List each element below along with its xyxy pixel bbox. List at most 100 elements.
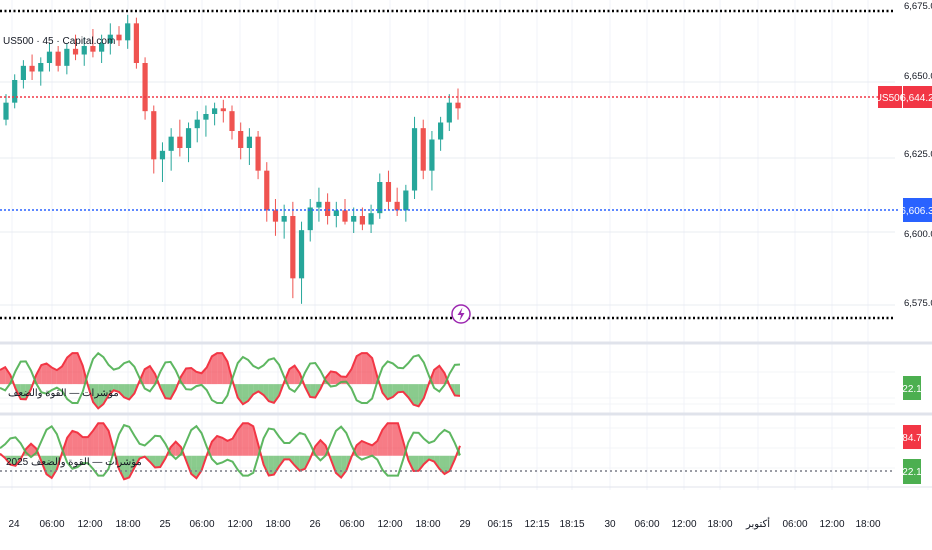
candle-body [168, 136, 174, 151]
indicator-area [392, 384, 398, 398]
indicator-area [418, 384, 424, 407]
time-tick: أكتوبر [745, 517, 770, 530]
indicator-area [129, 384, 135, 400]
candle-body [342, 210, 348, 222]
candle-body [212, 108, 218, 114]
candle-body [403, 190, 409, 211]
candle-body [238, 131, 244, 148]
upper-indicator-pane[interactable] [0, 351, 461, 410]
indicator-area [408, 384, 414, 405]
candle-body [29, 65, 35, 72]
time-tick: 25 [159, 519, 171, 530]
indicator-area [67, 353, 73, 385]
indicator-area [232, 429, 238, 456]
upper-indicator-value-badge [903, 376, 921, 400]
indicator-area [118, 455, 125, 480]
time-tick: 12:00 [671, 519, 696, 530]
candle-body [116, 34, 122, 41]
price-axis[interactable]: 6,675.0 6,650.0 6,625.0 6,600.0 6,575.0 [904, 1, 932, 309]
candle [212, 102, 218, 126]
indicator-area [165, 384, 171, 399]
symbol-title[interactable]: US500 · 45 · Capital.com [3, 36, 115, 47]
candle [220, 99, 226, 123]
candle [151, 105, 157, 174]
time-tick: 18:15 [559, 519, 584, 530]
time-tick: 18:00 [115, 519, 140, 530]
candle [203, 105, 209, 137]
indicator-area [273, 384, 280, 403]
candle-body [12, 80, 18, 103]
indicator-area [418, 455, 424, 471]
price-tick: 6,625.0 [904, 149, 932, 160]
candle [3, 94, 9, 126]
time-tick: 24 [8, 519, 20, 530]
lower-indicator-value-2: 22.1 [902, 467, 922, 478]
candle-body [290, 216, 296, 279]
candle [351, 207, 357, 233]
time-tick: 30 [604, 519, 616, 530]
candle-body [99, 43, 105, 52]
candle-body [220, 108, 226, 112]
line-price-badge[interactable] [903, 198, 932, 222]
time-tick: 26 [309, 519, 321, 530]
indicator-area [5, 367, 11, 385]
indicator-area [397, 423, 404, 456]
indicator-area [382, 423, 388, 456]
indicator-area [377, 429, 383, 456]
indicator-area [103, 423, 109, 456]
candle [325, 193, 331, 225]
indicator-area [56, 366, 63, 385]
time-tick: 18:00 [855, 519, 880, 530]
indicator-area [242, 384, 249, 405]
candle-body [46, 51, 53, 63]
candle-body [316, 201, 322, 208]
indicator-area [268, 455, 274, 476]
indicator-area [129, 455, 135, 478]
symbol-tag-badge[interactable] [878, 86, 902, 108]
indicator-area [439, 365, 445, 385]
time-tick: 12:15 [524, 519, 549, 530]
last-price-badge[interactable] [903, 86, 932, 108]
indicator-area [444, 455, 450, 474]
candle [81, 37, 87, 66]
candle [385, 170, 392, 211]
candle [238, 122, 244, 160]
price-tick: 6,675.0 [904, 1, 932, 12]
price-tick: 6,575.0 [904, 298, 932, 309]
time-tick: 18:00 [265, 519, 290, 530]
time-axis[interactable]: 24 06:00 12:00 18:00 25 06:00 12:00 18:00 26 06:0… [8, 517, 881, 530]
candle-body [394, 201, 400, 211]
indicator-area [196, 455, 202, 479]
time-tick: 12:00 [819, 519, 844, 530]
lightning-glyph [457, 307, 465, 321]
candle-body [455, 102, 461, 109]
candle-body [229, 111, 235, 131]
indicator-line-green [0, 423, 461, 477]
candle [290, 201, 296, 299]
candle [342, 199, 348, 225]
indicator-area [72, 430, 78, 456]
lower-indicator-pane[interactable] [0, 422, 461, 481]
candle [116, 26, 122, 46]
candle-body [142, 63, 148, 112]
candle-body [272, 210, 279, 222]
candle [64, 43, 70, 75]
candle-body [55, 51, 61, 66]
upper-indicator-name[interactable]: مؤشرات — القوة والضعف [8, 388, 119, 399]
candle [359, 207, 365, 231]
indicator-area [248, 423, 254, 456]
time-tick: 06:00 [39, 519, 64, 530]
candle [246, 128, 252, 165]
indicator-area [310, 384, 316, 398]
candle [194, 111, 200, 143]
candle-body [325, 201, 331, 216]
candle-body [20, 65, 26, 80]
indicator-area [211, 353, 218, 385]
indicator-area [273, 455, 280, 475]
indicator-area [155, 455, 161, 468]
candle [446, 94, 452, 131]
time-tick: 29 [459, 519, 471, 530]
candle-body [194, 119, 200, 129]
lower-indicator-name[interactable]: مؤشرات — القوة والضعف 2025 [6, 457, 142, 468]
